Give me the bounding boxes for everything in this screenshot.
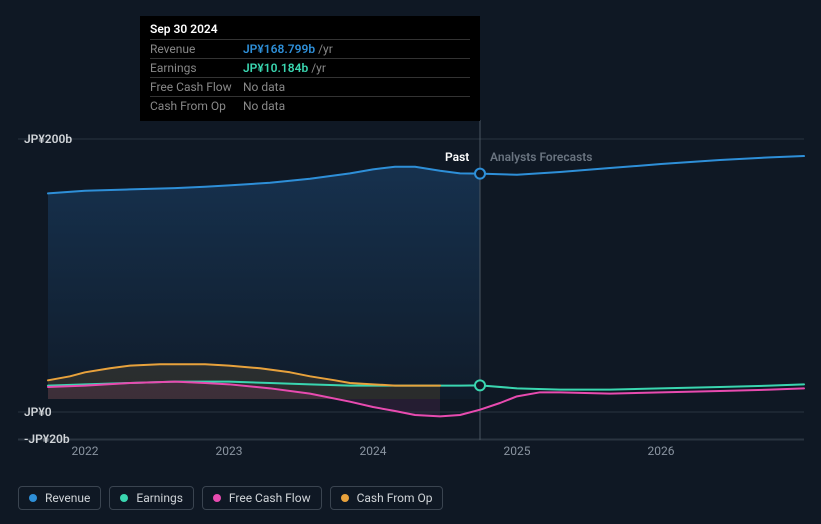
x-axis-label: 2026 — [648, 444, 675, 458]
tooltip-row-nodata: No data — [243, 80, 285, 94]
legend-item[interactable]: Revenue — [18, 486, 101, 510]
tooltip-row-unit: /yr — [318, 42, 333, 56]
tooltip-row: Cash From OpNo data — [150, 96, 470, 115]
tooltip-row: EarningsJP¥10.184b/yr — [150, 58, 470, 77]
financial-chart: Sep 30 2024 RevenueJP¥168.799b/yrEarning… — [0, 0, 821, 524]
chart-tooltip: Sep 30 2024 RevenueJP¥168.799b/yrEarning… — [140, 16, 480, 121]
section-label-forecast: Analysts Forecasts — [490, 150, 592, 164]
x-axis-label: 2023 — [216, 444, 243, 458]
section-label-past: Past — [445, 150, 469, 164]
tooltip-row-label: Free Cash Flow — [150, 80, 243, 94]
y-axis-label: -JP¥20b — [24, 432, 70, 446]
tooltip-row-label: Cash From Op — [150, 99, 243, 113]
legend-dot-icon — [341, 494, 349, 502]
legend-dot-icon — [120, 494, 128, 502]
tooltip-row: Free Cash FlowNo data — [150, 77, 470, 96]
tooltip-row-value: JP¥168.799b/yr — [243, 42, 333, 56]
tooltip-row-label: Earnings — [150, 61, 243, 75]
legend-item[interactable]: Cash From Op — [330, 486, 444, 510]
tooltip-row-value: JP¥10.184b/yr — [243, 61, 326, 75]
y-axis-label: JP¥0 — [24, 405, 52, 419]
legend-item-label: Revenue — [45, 491, 90, 505]
x-axis-label: 2024 — [360, 444, 387, 458]
legend-item-label: Cash From Op — [357, 491, 433, 505]
chart-legend: Revenue Earnings Free Cash Flow Cash From O… — [18, 486, 443, 510]
x-axis-label: 2025 — [504, 444, 531, 458]
tooltip-row-nodata: No data — [243, 99, 285, 113]
tooltip-row-label: Revenue — [150, 42, 243, 56]
legend-item[interactable]: Free Cash Flow — [202, 486, 322, 510]
legend-dot-icon — [29, 494, 37, 502]
tooltip-row: RevenueJP¥168.799b/yr — [150, 39, 470, 58]
tooltip-row-unit: /yr — [311, 61, 326, 75]
x-axis-label: 2022 — [72, 444, 99, 458]
legend-item-label: Earnings — [136, 491, 183, 505]
y-axis-label: JP¥200b — [24, 132, 72, 146]
legend-item[interactable]: Earnings — [109, 486, 194, 510]
tooltip-date: Sep 30 2024 — [150, 22, 470, 39]
legend-item-label: Free Cash Flow — [229, 491, 311, 505]
legend-dot-icon — [213, 494, 221, 502]
